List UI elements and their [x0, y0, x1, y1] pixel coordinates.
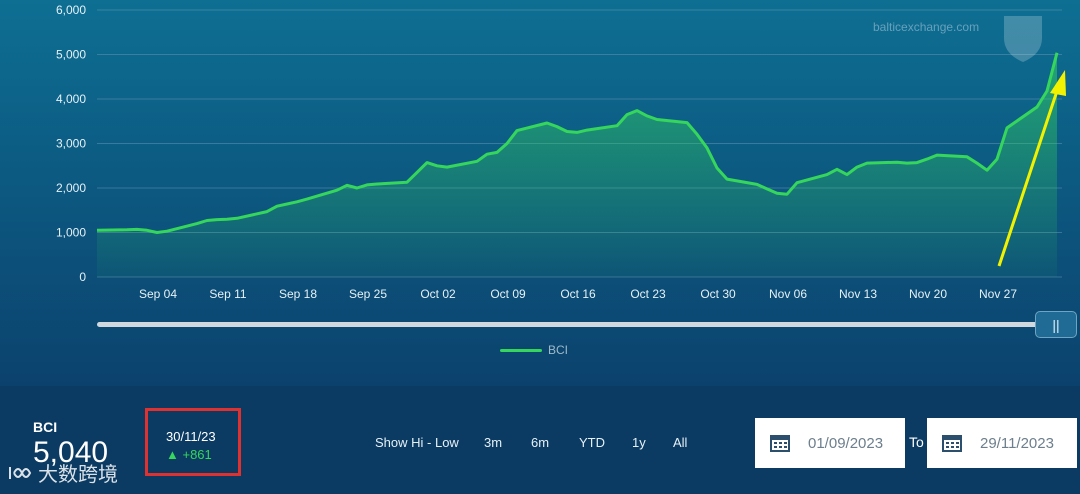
highlight-box	[145, 408, 241, 476]
x-tick-label: Sep 18	[279, 287, 317, 301]
date-from-value: 01/09/2023	[808, 434, 884, 452]
y-tick-label: 4,000	[56, 92, 86, 106]
annotation-arrow	[997, 87, 1060, 267]
x-tick-label: Oct 30	[700, 287, 736, 301]
x-tick-label: Sep 04	[139, 287, 177, 301]
series-area	[97, 52, 1057, 278]
date-from-input[interactable]: 01/09/2023	[755, 418, 905, 468]
x-tick-label: Oct 23	[630, 287, 666, 301]
x-tick-label: Nov 20	[909, 287, 947, 301]
quote-date: 30/11/23	[166, 429, 216, 444]
range-6m-button[interactable]: 6m	[531, 435, 550, 450]
x-tick-label: Nov 13	[839, 287, 877, 301]
y-tick-label: 3,000	[56, 137, 86, 151]
x-tick-label: Nov 06	[769, 287, 807, 301]
show-hi-low-button[interactable]: Show Hi - Low	[375, 435, 459, 450]
range-scrollbar[interactable]	[97, 322, 1042, 327]
quote-change: ▲ +861	[166, 447, 212, 462]
site-logo-text: 大数跨境	[38, 464, 118, 486]
legend-swatch	[500, 348, 542, 352]
date-to-value: 29/11/2023	[980, 434, 1054, 452]
y-tick-label: 6,000	[56, 3, 86, 17]
y-tick-label: 0	[79, 270, 86, 284]
range-1y-button[interactable]: 1y	[632, 435, 646, 450]
y-tick-label: 1,000	[56, 226, 86, 240]
y-tick-label: 5,000	[56, 48, 86, 62]
chart-panel: 0 1,000 2,000 3,000 4,000 5,000 6,000 Sep 04 Sep…	[0, 0, 1080, 386]
x-tick-label: Sep 25	[349, 287, 387, 301]
legend-label: BCI	[548, 343, 569, 357]
x-tick-label: Sep 11	[209, 287, 246, 301]
calendar-icon	[770, 435, 790, 452]
x-tick-label: Oct 02	[420, 287, 456, 301]
date-to-input[interactable]: 29/11/2023	[927, 418, 1077, 468]
series-line	[96, 52, 1059, 234]
drag-handle-icon[interactable]: ||	[1035, 311, 1077, 338]
shield-crest-icon	[1004, 16, 1042, 62]
range-ytd-button[interactable]: YTD	[579, 435, 605, 450]
y-tick-label: 2,000	[56, 181, 86, 195]
x-tick-label: Nov 27	[979, 287, 1017, 301]
range-all-button[interactable]: All	[673, 435, 688, 450]
logo-mark-icon	[9, 466, 32, 479]
site-logo: 大数跨境	[6, 458, 118, 487]
range-3m-button[interactable]: 3m	[484, 435, 503, 450]
index-name: BCI	[33, 419, 58, 435]
chart-legend[interactable]: BCI	[500, 343, 568, 357]
annotation-arrowhead	[1050, 70, 1066, 96]
index-value: 5,040	[33, 436, 109, 469]
calendar-icon	[942, 435, 962, 452]
bci-chart: 0 1,000 2,000 3,000 4,000 5,000 6,000 Sep 04 Sep…	[56, 3, 1066, 301]
x-tick-label: Oct 16	[560, 287, 596, 301]
x-tick-label: Oct 09	[490, 287, 526, 301]
date-to-label: To	[909, 434, 924, 450]
watermark-text: balticexchange.com	[873, 20, 980, 34]
